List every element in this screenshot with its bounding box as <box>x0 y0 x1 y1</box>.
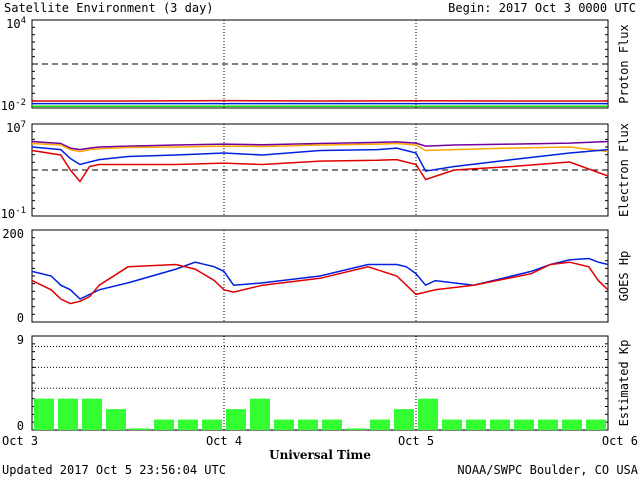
kp-bar <box>586 419 606 430</box>
x-tick-label: Oct 5 <box>398 434 434 448</box>
y-tick-exponent: -2 <box>15 98 26 108</box>
kp-bar <box>274 419 294 430</box>
series-line-red <box>31 149 609 183</box>
y-tick-base: 10 <box>1 207 15 221</box>
kp-bar <box>562 419 582 430</box>
x-tick-label: Oct 3 <box>2 434 38 448</box>
kp-bar <box>202 419 222 430</box>
series-line-blue <box>31 146 609 172</box>
kp-bar <box>346 428 366 430</box>
kp-bar <box>322 419 342 430</box>
y-axis-label: Proton Flux <box>617 24 631 103</box>
y-tick-exponent: 7 <box>21 120 26 130</box>
x-tick-label: Oct 6 <box>602 434 638 448</box>
kp-bar <box>466 419 486 430</box>
chart-title: Satellite Environment (3 day) <box>4 1 214 15</box>
y-axis-label: GOES Hp <box>617 251 631 302</box>
y-tick-base: 10 <box>6 121 20 135</box>
y-axis-label: Estimated Kp <box>617 340 631 427</box>
y-tick-exponent: -1 <box>15 206 26 216</box>
kp-bar <box>130 428 150 430</box>
kp-bar <box>34 398 54 430</box>
series-line-blue <box>31 257 609 300</box>
begin-time: Begin: 2017 Oct 3 0000 UTC <box>448 1 636 15</box>
y-tick-label: 10-2 <box>1 98 26 113</box>
y-tick-label: 200 <box>2 227 24 241</box>
y-tick-exponent: 4 <box>21 16 26 26</box>
kp-bar <box>178 419 198 430</box>
y-tick-base: 10 <box>1 99 15 113</box>
y-tick-label: 104 <box>6 16 26 31</box>
y-tick-label: 0 <box>17 311 24 325</box>
kp-bar <box>490 419 510 430</box>
series-line-red <box>31 261 609 305</box>
kp-bar <box>394 409 414 430</box>
kp-bar <box>106 409 126 430</box>
kp-bar <box>514 419 534 430</box>
updated-time: Updated 2017 Oct 5 23:56:04 UTC <box>2 463 226 477</box>
x-axis-label: Universal Time <box>269 448 371 462</box>
series-line-orange <box>31 142 609 153</box>
kp-bar <box>250 398 270 430</box>
y-tick-base: 10 <box>6 17 20 31</box>
y-tick-label: 10-1 <box>1 206 26 221</box>
y-axis-label: Electron Flux <box>617 123 631 217</box>
kp-bar <box>418 398 438 430</box>
y-tick-label: 107 <box>6 120 26 135</box>
credit-text: NOAA/SWPC Boulder, CO USA <box>457 463 638 477</box>
x-tick-label: Oct 4 <box>206 434 242 448</box>
kp-bar <box>442 419 462 430</box>
y-tick-label: 0 <box>17 419 24 433</box>
kp-bar <box>154 419 174 430</box>
kp-bar <box>226 409 246 430</box>
kp-bar <box>58 398 78 430</box>
kp-bar <box>298 419 318 430</box>
series-line-purple <box>31 140 609 151</box>
y-tick-label: 9 <box>17 333 24 347</box>
kp-bar <box>538 419 558 430</box>
kp-bar <box>82 398 102 430</box>
kp-bar <box>370 419 390 430</box>
